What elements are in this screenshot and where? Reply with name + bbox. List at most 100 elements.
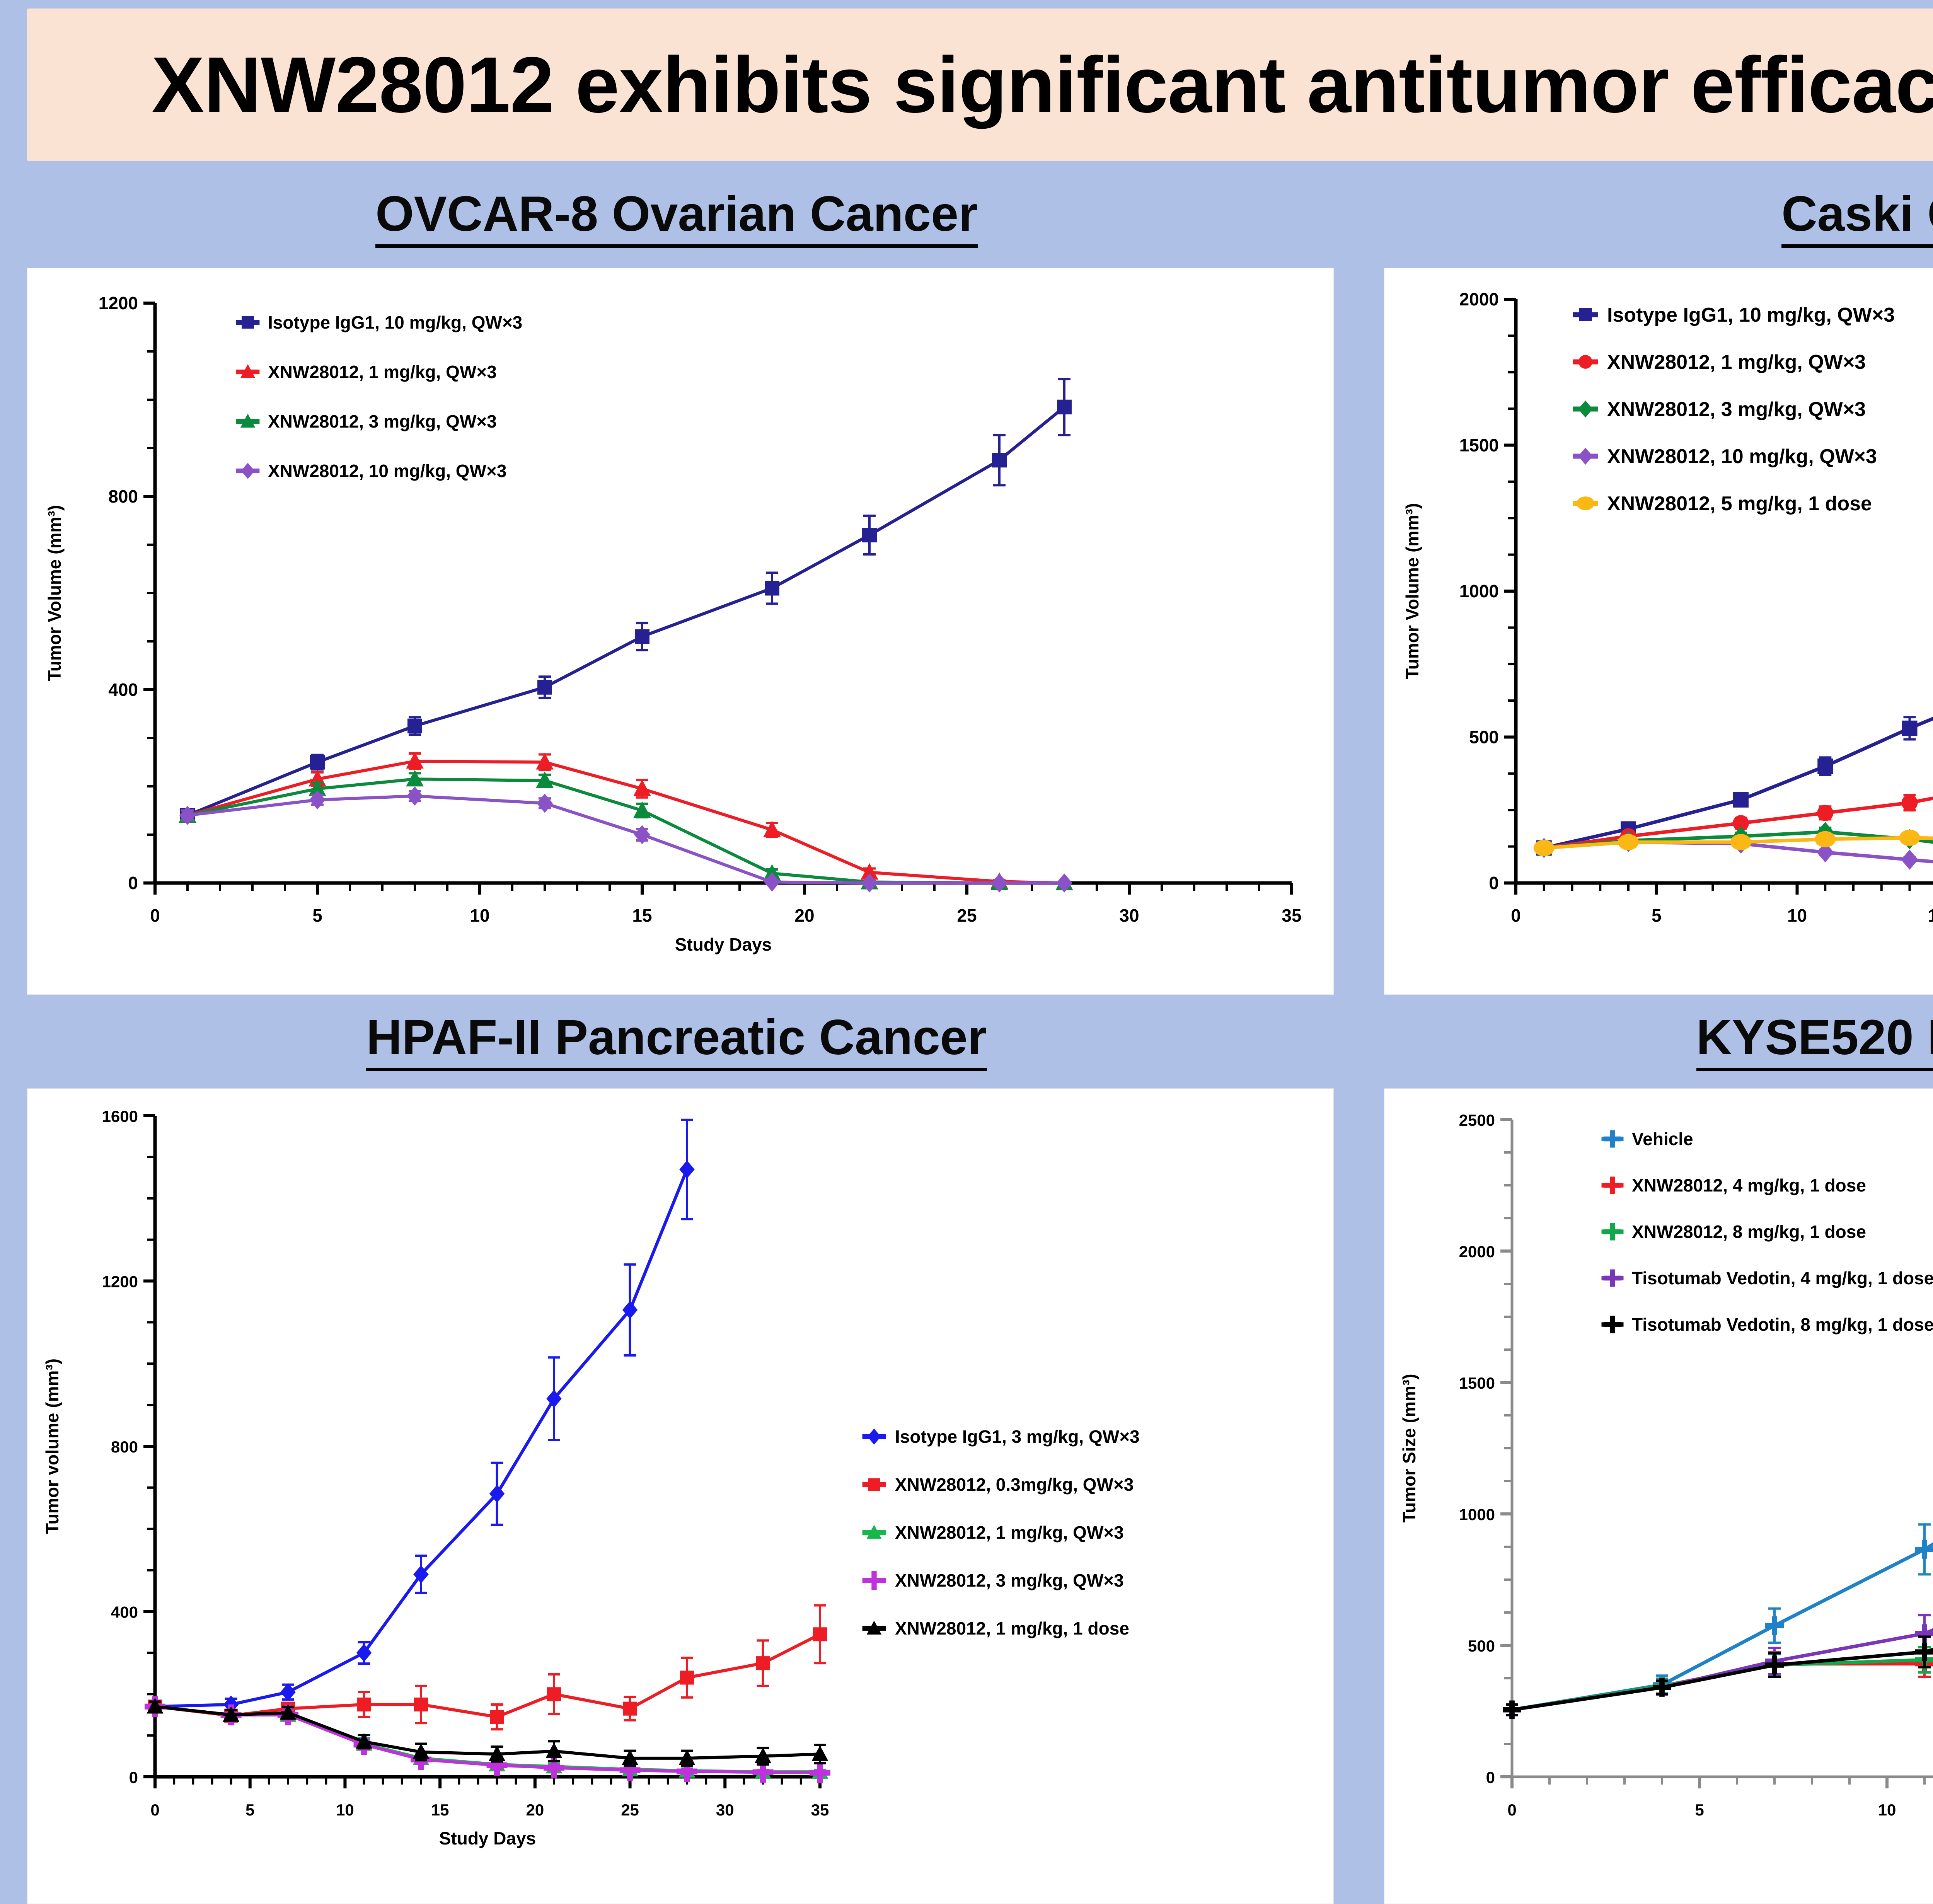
svg-text:30: 30 [716, 1801, 734, 1819]
x-axis-label: Study Days [675, 934, 772, 955]
svg-text:500: 500 [1468, 1637, 1495, 1655]
legend-label: Isotype IgG1, 10 mg/kg, QW×3 [268, 312, 522, 332]
page-title: XNW28012 exhibits significant antitumor … [152, 39, 1933, 131]
svg-text:0: 0 [1511, 905, 1521, 926]
legend-item: Isotype IgG1, 3 mg/kg, QW×3 [863, 1427, 1140, 1447]
legend-item: XNW28012, 0.3mg/kg, QW×3 [863, 1474, 1134, 1495]
panel-heading-caski-text: Caski Cervical Cancer [1781, 189, 1933, 248]
svg-text:2500: 2500 [1459, 1111, 1495, 1129]
panel-kyse520: KYSE520 Esophageal Cancer 0 500 1000 1500 20… [1376, 1001, 1933, 1900]
y-axis-label: Tumor Size (mm³) [1399, 1374, 1419, 1522]
legend-label: XNW28012, 1 mg/kg, QW×3 [268, 362, 497, 382]
svg-text:1200: 1200 [102, 1273, 138, 1291]
svg-text:5: 5 [1695, 1801, 1704, 1819]
svg-text:10: 10 [1787, 905, 1807, 926]
legend-label: Tisotumab Vedotin, 8 mg/kg, 1 dose [1632, 1314, 1933, 1335]
legend-label: XNW28012, 3 mg/kg, QW×3 [1607, 398, 1866, 421]
svg-text:10: 10 [470, 905, 489, 926]
legend-item: XNW28012, 1 mg/kg, QW×3 [1573, 351, 1866, 373]
legend-label: XNW28012, 4 mg/kg, 1 dose [1632, 1175, 1866, 1195]
svg-text:30: 30 [1119, 905, 1139, 926]
series-xnw28012-0-3mg-kg-qw-3 [148, 1605, 827, 1729]
title-banner: XNW28012 exhibits significant antitumor … [27, 9, 1933, 161]
svg-text:400: 400 [108, 680, 138, 700]
svg-text:2000: 2000 [1459, 1243, 1495, 1261]
series-isotype-igg1-10-mg-kg-qw-3 [180, 379, 1072, 823]
panel-heading-ovcar8-text: OVCAR-8 Ovarian Cancer [375, 189, 978, 248]
svg-text:400: 400 [111, 1603, 138, 1621]
svg-text:15: 15 [431, 1801, 449, 1819]
legend-item: Tisotumab Vedotin, 4 mg/kg, 1 dose [1602, 1268, 1933, 1288]
svg-text:0: 0 [1507, 1801, 1516, 1819]
legend-label: XNW28012, 0.3mg/kg, QW×3 [895, 1474, 1134, 1495]
y-axis-label: Tumor Volume (mm³) [1402, 503, 1422, 679]
series-vehicle [1503, 1231, 1933, 1719]
svg-text:1000: 1000 [1459, 581, 1499, 601]
legend-item: Vehicle [1602, 1129, 1693, 1149]
legend-item: XNW28012, 3 mg/kg, QW×3 [1573, 398, 1866, 421]
panel-caski: Caski Cervical Cancer 050010001500200005… [1376, 170, 1933, 1013]
legend-item: XNW28012, 3 mg/kg, QW×3 [236, 411, 497, 431]
y-axis-label: Tumor volume (mm³) [42, 1359, 62, 1534]
svg-text:0: 0 [150, 1801, 159, 1819]
panel-heading-kyse520: KYSE520 Esophageal Cancer [1376, 1013, 1933, 1071]
legend-label: Isotype IgG1, 3 mg/kg, QW×3 [895, 1427, 1140, 1447]
svg-text:0: 0 [128, 873, 138, 893]
legend-label: XNW28012, 10 mg/kg, QW×3 [268, 461, 506, 481]
panel-heading-ovcar8: OVCAR-8 Ovarian Cancer [0, 189, 1353, 248]
legend-item: XNW28012, 5 mg/kg, 1 dose [1573, 493, 1872, 515]
svg-text:25: 25 [621, 1801, 639, 1819]
svg-text:0: 0 [129, 1768, 138, 1786]
panel-heading-caski: Caski Cervical Cancer [1376, 189, 1933, 248]
legend-label: XNW28012, 8 mg/kg, 1 dose [1632, 1222, 1866, 1242]
svg-text:20: 20 [526, 1801, 544, 1819]
legend-item: XNW28012, 10 mg/kg, QW×3 [236, 461, 507, 481]
svg-text:0: 0 [150, 905, 160, 926]
chart-kyse520-svg: 05001000150020002500051015202530Study Da… [1384, 1089, 1933, 1904]
svg-text:800: 800 [111, 1438, 138, 1456]
legend-label: XNW28012, 3 mg/kg, QW×3 [268, 411, 497, 431]
svg-text:1200: 1200 [99, 293, 138, 313]
svg-text:5: 5 [245, 1801, 254, 1819]
svg-text:35: 35 [1282, 905, 1301, 926]
legend-label: Vehicle [1632, 1129, 1693, 1149]
svg-text:20: 20 [794, 905, 814, 926]
svg-text:15: 15 [632, 905, 652, 926]
svg-text:35: 35 [811, 1801, 829, 1819]
svg-text:0: 0 [1486, 1768, 1495, 1786]
legend-label: XNW28012, 3 mg/kg, QW×3 [895, 1570, 1124, 1590]
svg-text:10: 10 [336, 1801, 354, 1819]
legend-label: XNW28012, 10 mg/kg, QW×3 [1607, 445, 1877, 468]
legend-item: XNW28012, 8 mg/kg, 1 dose [1602, 1222, 1866, 1242]
panel-heading-hpaf2: HPAF-II Pancreatic Cancer [0, 1013, 1353, 1071]
legend-label: Tisotumab Vedotin, 4 mg/kg, 1 dose [1632, 1268, 1933, 1288]
y-axis-label: Tumor Volume (mm³) [44, 505, 65, 681]
svg-text:1500: 1500 [1459, 435, 1499, 455]
legend-label: Isotype IgG1, 10 mg/kg, QW×3 [1607, 304, 1895, 326]
svg-text:1500: 1500 [1459, 1374, 1495, 1392]
svg-text:5: 5 [1652, 905, 1662, 926]
chart-kyse520: 05001000150020002500051015202530Study Da… [1384, 1088, 1933, 1904]
series-isotype-igg1-3-mg-kg-qw-3 [147, 1120, 695, 1716]
svg-text:2000: 2000 [1459, 289, 1499, 309]
svg-text:5: 5 [312, 905, 322, 926]
legend-item: XNW28012, 1 mg/kg, 1 dose [863, 1618, 1129, 1638]
svg-text:25: 25 [957, 905, 977, 926]
legend-label: XNW28012, 1 mg/kg, QW×3 [895, 1522, 1124, 1543]
legend-item: XNW28012, 1 mg/kg, QW×3 [236, 362, 497, 382]
svg-text:10: 10 [1878, 1801, 1896, 1819]
legend-item: XNW28012, 3 mg/kg, QW×3 [863, 1570, 1124, 1590]
svg-text:500: 500 [1469, 727, 1499, 747]
series-xnw28012-1-mg-kg-qw-3 [179, 752, 1073, 890]
svg-text:1000: 1000 [1459, 1505, 1495, 1524]
legend-label: XNW28012, 1 mg/kg, QW×3 [1607, 351, 1866, 373]
series-xnw28012-1-mg-kg-1-dose [147, 1698, 828, 1766]
legend-label: XNW28012, 5 mg/kg, 1 dose [1607, 493, 1872, 515]
series-xnw28012-3-mg-kg-qw-3 [1536, 822, 1933, 877]
